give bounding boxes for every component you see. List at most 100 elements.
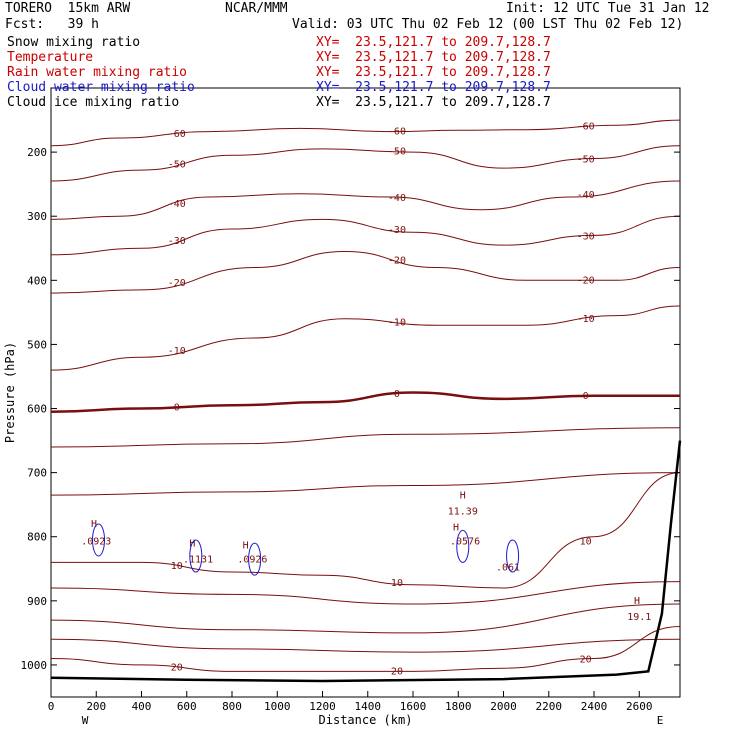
legend-label-temperature: Temperature (7, 50, 94, 65)
isotherm-line-0 (50, 427, 681, 448)
cloud-water-contour-0 (92, 523, 106, 557)
legend-label-cloud-water: Cloud water mixing ratio (7, 80, 195, 95)
isotherm-label--30-2: -30 (577, 231, 595, 242)
x-tick-label-0: 0 (48, 700, 55, 713)
x-tick-label-2: 400 (132, 700, 152, 713)
legend-xy-temperature: XY= 23.5,121.7 to 209.7,128.7 (316, 50, 551, 65)
x-tick-label-10: 2000 (490, 700, 517, 713)
header-center: NCAR/MMM (225, 1, 288, 16)
x-tick-label-13: 2600 (626, 700, 653, 713)
maximum-label-10: .061 (496, 563, 520, 574)
isotherm-line-0 (50, 391, 680, 413)
maximum-label-5: .0926 (237, 554, 267, 565)
isotherm-line--40 (50, 180, 681, 220)
legend-xy-rain: XY= 23.5,121.7 to 209.7,128.7 (316, 65, 551, 80)
y-tick-label-0: 200 (27, 146, 47, 159)
maximum-label-11: H (634, 596, 640, 607)
isotherm-label--50-1: -50 (388, 147, 406, 158)
isotherm-label-20-2: 20 (580, 654, 592, 665)
isotherm-line-20 (50, 626, 681, 672)
isotherm-label--50-0: -50 (168, 159, 186, 170)
isotherm-label--40-1: -40 (388, 193, 406, 204)
x-tick-label-12: 2400 (581, 700, 608, 713)
y-tick-label-2: 400 (27, 274, 47, 287)
maximum-label-7: 11.39 (448, 506, 478, 517)
isotherm-line--50 (50, 145, 681, 182)
cloud-water-contour-2 (248, 542, 262, 576)
x-tick-label-4: 800 (222, 700, 242, 713)
header-valid: Valid: 03 UTC Thu 02 Feb 12 (00 LST Thu … (292, 17, 684, 32)
y-tick-label-3: 500 (27, 338, 47, 351)
y-tick-label-4: 600 (27, 403, 47, 416)
legend-label-rain: Rain water mixing ratio (7, 65, 188, 80)
maximum-label-4: H (243, 540, 249, 551)
isotherm-label--10-2: -10 (577, 314, 595, 325)
isotherm-label-20-1: 20 (391, 666, 403, 677)
isotherm-line--10 (50, 305, 681, 371)
endpoint-label-left: W (82, 714, 89, 727)
maximum-label-8: H (453, 522, 459, 533)
x-tick-label-5: 1000 (264, 700, 291, 713)
isotherm-label--60-2: -60 (577, 122, 595, 133)
isotherm-label--40-0: -40 (168, 199, 186, 210)
isotherm-label--60-1: -60 (388, 126, 406, 137)
legend-label-cloud-ice: Cloud ice mixing ratio (7, 95, 180, 110)
y-tick-label-5: 700 (27, 467, 47, 480)
y-tick-label-8: 1000 (21, 659, 48, 672)
isotherm-line-2 (50, 581, 681, 605)
isotherm-label-0-2: 0 (583, 391, 589, 402)
x-tick-label-3: 600 (177, 700, 197, 713)
isotherm-label--20-2: -20 (577, 275, 595, 286)
plot-frame (50, 87, 681, 698)
isotherm-label--30-1: -30 (388, 225, 406, 236)
maximum-label-12: 19.1 (627, 612, 651, 623)
legend-label-snow: Snow mixing ratio (7, 35, 141, 50)
x-tick-label-9: 1800 (445, 700, 472, 713)
isotherm-label--20-1: -20 (388, 256, 406, 267)
y-tick-label-6: 800 (27, 531, 47, 544)
cloud-water-contour-1 (189, 539, 203, 573)
isotherm-label-10-2: 10 (580, 536, 592, 547)
maximum-label-0: H (91, 519, 97, 530)
isotherm-line--20 (50, 250, 681, 294)
isotherm-label--40-2: -40 (577, 190, 595, 201)
isotherm-label-10-1: 10 (391, 578, 403, 589)
isotherm-label-20-0: 20 (171, 662, 183, 673)
isotherm-label-0-1: 0 (394, 389, 400, 400)
x-axis-title: Distance (km) (319, 713, 413, 727)
x-tick-label-7: 1400 (355, 700, 382, 713)
cloud-water-contour-3 (456, 529, 470, 563)
x-tick-label-8: 1600 (400, 700, 427, 713)
isotherm-line-3 (50, 603, 681, 634)
isotherm-label--20-0: -20 (168, 278, 186, 289)
legend-xy-snow: XY= 23.5,121.7 to 209.7,128.7 (316, 35, 551, 50)
legend-xy-cloud-water: XY= 23.5,121.7 to 209.7,128.7 (316, 80, 551, 95)
cloud-water-contour-4 (506, 539, 520, 573)
y-tick-label-1: 300 (27, 210, 47, 223)
isotherm-line-4 (50, 638, 681, 653)
isotherm-label-0-0: 0 (174, 402, 180, 413)
y-axis-title: Pressure (hPa) (3, 342, 17, 443)
isotherm-line-1 (50, 472, 681, 496)
isotherm-label--10-1: -10 (388, 317, 406, 328)
isotherm-label-10-0: 10 (171, 561, 183, 572)
isotherm-label--10-0: -10 (168, 346, 186, 357)
maximum-label-9: .0576 (450, 536, 480, 547)
header-fcst: Fcst: 39 h (5, 17, 99, 32)
header-model: TORERO 15km ARW (5, 1, 131, 16)
endpoint-label-right: E (657, 714, 664, 727)
isotherm-line--30 (50, 215, 681, 256)
x-tick-label-1: 200 (86, 700, 106, 713)
isotherm-label--50-2: -50 (577, 154, 595, 165)
isotherm-label--30-0: -30 (168, 236, 186, 247)
terrain-line (50, 440, 682, 683)
isotherm-line--60 (50, 119, 681, 147)
legend-xy-cloud-ice: XY= 23.5,121.7 to 209.7,128.7 (316, 95, 551, 110)
maximum-label-1: .0923 (81, 536, 111, 547)
maximum-label-3: .1131 (183, 554, 213, 565)
y-tick-label-7: 900 (27, 595, 47, 608)
isotherm-line-10 (51, 472, 681, 589)
x-tick-label-11: 2200 (536, 700, 563, 713)
isotherm-label--60-0: -60 (168, 129, 186, 140)
